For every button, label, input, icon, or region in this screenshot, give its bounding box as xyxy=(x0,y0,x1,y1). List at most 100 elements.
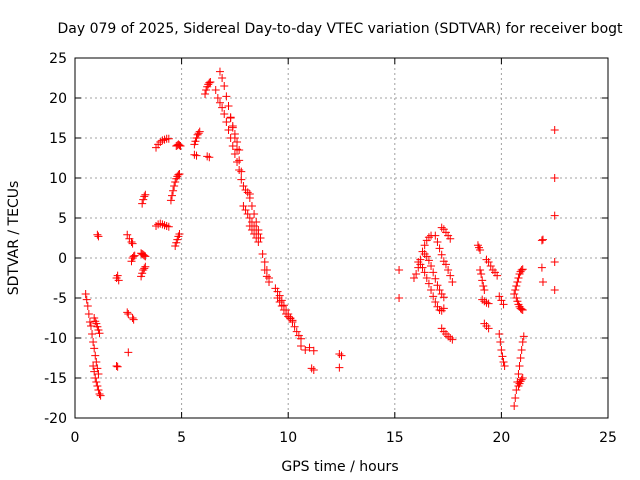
data-point xyxy=(515,362,524,370)
data-point xyxy=(424,256,433,265)
data-point xyxy=(510,290,519,298)
data-point xyxy=(193,130,202,139)
data-point xyxy=(497,296,506,305)
data-point xyxy=(513,378,522,386)
y-axis-label: SDTVAR / TECUs xyxy=(6,181,22,296)
data-point xyxy=(446,271,455,280)
data-point xyxy=(171,242,180,250)
data-point xyxy=(239,202,248,210)
series-arc-33 xyxy=(260,266,274,286)
data-point xyxy=(476,246,485,254)
data-point xyxy=(243,188,252,197)
data-point xyxy=(482,298,491,307)
data-point xyxy=(550,174,559,182)
data-point xyxy=(164,134,173,143)
series-arc-31 xyxy=(245,222,263,246)
data-point xyxy=(495,292,504,301)
data-point xyxy=(205,153,214,162)
data-point xyxy=(141,262,150,271)
series-arc-38 xyxy=(307,364,318,374)
data-point xyxy=(218,103,227,112)
y-tick-label: 15 xyxy=(49,131,67,147)
data-point xyxy=(174,170,183,179)
axis-tick-labels: 0 5 10 15 20 25 -20 -15 -10 -5 0 5 10 15 20 25 xyxy=(44,51,617,446)
data-point xyxy=(141,190,150,199)
series-arc-14 xyxy=(137,249,150,261)
data-point xyxy=(258,250,267,258)
data-point xyxy=(91,374,100,382)
data-point xyxy=(233,145,242,154)
data-point xyxy=(233,138,242,146)
data-point xyxy=(90,367,99,376)
series-arc-8 xyxy=(123,308,133,318)
data-point xyxy=(444,231,453,240)
data-points xyxy=(81,67,559,410)
series-arc-47 xyxy=(437,223,455,243)
data-point xyxy=(296,342,305,350)
x-tick-label: 15 xyxy=(386,430,404,446)
data-point xyxy=(500,362,509,370)
data-point xyxy=(250,230,259,238)
x-tick-label: 5 xyxy=(177,430,186,446)
data-point xyxy=(271,284,280,293)
data-point xyxy=(160,221,169,230)
series-arc-41 xyxy=(395,266,404,274)
data-point xyxy=(550,286,559,294)
series-arc-37 xyxy=(305,343,318,355)
data-point xyxy=(412,270,421,278)
y-tick-label: 5 xyxy=(58,211,67,227)
series-arc-39 xyxy=(335,350,346,360)
data-point xyxy=(254,238,263,246)
y-tick-label: 20 xyxy=(49,91,67,107)
data-point xyxy=(125,234,134,243)
series-arc-42 xyxy=(395,294,404,302)
data-point xyxy=(511,286,520,294)
data-point xyxy=(83,302,92,310)
data-point xyxy=(166,196,175,205)
data-point xyxy=(429,292,438,301)
data-point xyxy=(94,386,103,394)
data-point xyxy=(538,235,547,244)
data-point xyxy=(484,299,493,308)
data-point xyxy=(309,366,318,374)
data-point xyxy=(230,150,239,158)
data-point xyxy=(252,218,261,226)
data-point xyxy=(262,272,271,281)
data-point xyxy=(478,276,487,285)
data-point xyxy=(252,234,261,242)
series-arc-45 xyxy=(420,250,448,302)
data-point xyxy=(435,286,444,294)
data-point xyxy=(213,94,222,102)
data-point xyxy=(427,286,436,294)
series-arc-59 xyxy=(514,374,527,390)
data-point xyxy=(512,282,521,290)
x-tick-label: 0 xyxy=(71,430,80,446)
data-point xyxy=(290,322,299,331)
data-point xyxy=(301,346,310,354)
data-point xyxy=(175,230,184,238)
data-point xyxy=(211,86,220,94)
data-point xyxy=(140,251,149,260)
data-point xyxy=(479,282,488,290)
data-point xyxy=(140,192,149,201)
data-point xyxy=(480,286,489,294)
data-point xyxy=(446,234,455,243)
data-point xyxy=(476,266,485,274)
series-arc-22 xyxy=(190,150,201,160)
data-point xyxy=(409,274,418,282)
data-point xyxy=(518,306,527,314)
data-point xyxy=(86,322,95,330)
series-arc-2 xyxy=(88,330,103,378)
data-point xyxy=(156,138,165,146)
data-point xyxy=(418,263,427,272)
series-arc-23 xyxy=(203,152,214,162)
data-point xyxy=(190,150,199,159)
data-point xyxy=(477,270,486,278)
series-arc-64 xyxy=(538,278,547,286)
data-point xyxy=(518,338,527,346)
data-point xyxy=(203,152,212,161)
data-point xyxy=(429,268,438,277)
data-point xyxy=(91,351,100,360)
data-point xyxy=(335,363,344,372)
